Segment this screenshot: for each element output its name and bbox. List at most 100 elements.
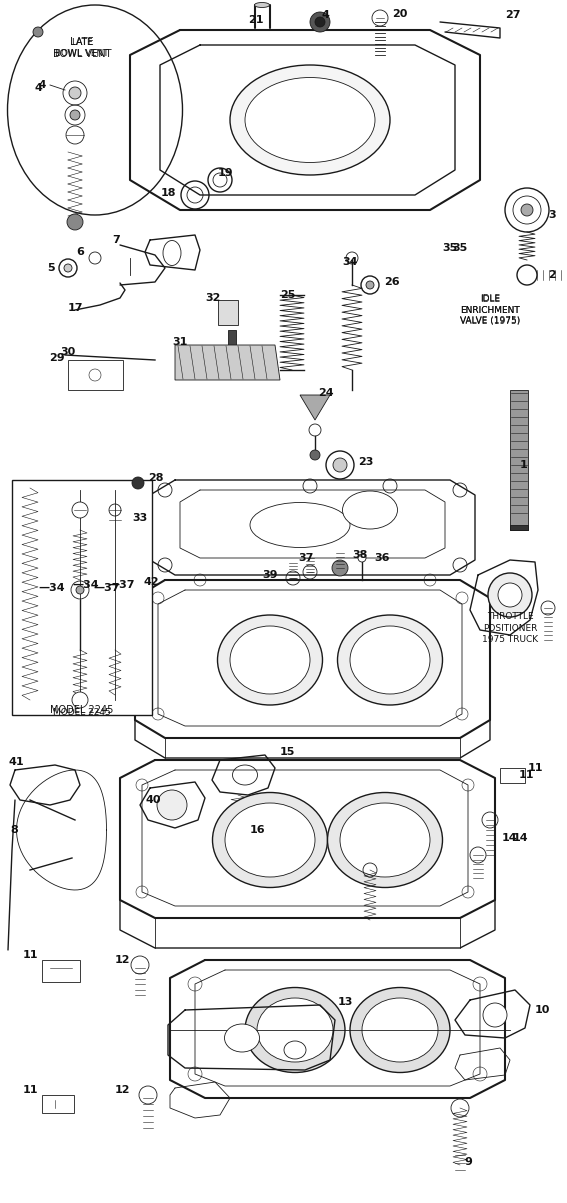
Text: 28: 28 [148, 473, 163, 482]
Ellipse shape [250, 503, 350, 547]
Ellipse shape [340, 802, 430, 877]
Text: 11: 11 [518, 770, 534, 780]
Text: 41: 41 [8, 757, 24, 768]
Ellipse shape [232, 765, 257, 786]
Text: 38: 38 [352, 550, 367, 561]
Text: 1: 1 [520, 460, 528, 470]
Ellipse shape [342, 491, 397, 529]
Circle shape [132, 478, 144, 488]
Circle shape [333, 458, 347, 472]
Circle shape [33, 26, 43, 37]
Text: 4: 4 [321, 10, 329, 20]
Ellipse shape [284, 1041, 306, 1059]
Text: 27: 27 [505, 10, 521, 20]
Text: 2: 2 [548, 269, 556, 280]
Text: 3: 3 [548, 211, 556, 220]
Circle shape [89, 369, 101, 381]
Ellipse shape [225, 802, 315, 877]
Ellipse shape [350, 626, 430, 694]
Text: 14: 14 [502, 832, 518, 843]
Text: 10: 10 [535, 1005, 551, 1015]
Ellipse shape [245, 988, 345, 1073]
Text: IDLE
ENRICHMENT
VALVE (1975): IDLE ENRICHMENT VALVE (1975) [460, 295, 520, 325]
Circle shape [521, 205, 533, 217]
Text: LATE
BOWL VENT: LATE BOWL VENT [53, 37, 111, 59]
Bar [68, 360, 123, 390]
Ellipse shape [218, 615, 323, 705]
Ellipse shape [7, 5, 183, 215]
Circle shape [67, 214, 83, 230]
Text: —37: —37 [94, 583, 120, 593]
Text: 25: 25 [280, 290, 295, 300]
Bar [500, 768, 525, 783]
Text: 13: 13 [338, 997, 353, 1007]
Text: 15: 15 [280, 747, 295, 757]
Circle shape [310, 12, 330, 32]
Ellipse shape [230, 65, 390, 174]
Bar [42, 960, 80, 982]
Circle shape [483, 1003, 507, 1027]
Bar [510, 525, 528, 531]
Text: 6: 6 [76, 247, 84, 257]
Text: 36: 36 [374, 553, 390, 563]
Circle shape [358, 555, 366, 562]
Text: 32: 32 [205, 294, 221, 303]
Text: —34: —34 [39, 583, 65, 593]
Text: LATE
BOWL VENT: LATE BOWL VENT [55, 37, 109, 59]
Text: 21: 21 [248, 14, 264, 25]
Circle shape [69, 87, 81, 99]
Text: 16: 16 [250, 825, 265, 835]
Circle shape [64, 263, 72, 272]
Circle shape [498, 583, 522, 608]
Ellipse shape [245, 77, 375, 162]
Text: 23: 23 [358, 457, 374, 467]
Ellipse shape [163, 241, 181, 266]
Text: 18: 18 [160, 188, 176, 198]
Circle shape [310, 450, 320, 460]
Text: THROTTLE
POSITIONER
1975 TRUCK: THROTTLE POSITIONER 1975 TRUCK [482, 611, 538, 645]
Ellipse shape [328, 793, 442, 888]
Text: 29: 29 [49, 352, 65, 363]
Circle shape [76, 586, 84, 594]
Text: 5: 5 [48, 263, 55, 273]
Ellipse shape [350, 988, 450, 1073]
Ellipse shape [257, 998, 333, 1062]
Circle shape [72, 692, 88, 709]
Text: 4: 4 [39, 81, 46, 90]
Circle shape [157, 790, 187, 820]
Text: 19: 19 [218, 168, 234, 178]
Circle shape [315, 17, 325, 26]
Circle shape [72, 502, 88, 518]
Text: 35: 35 [442, 243, 458, 253]
Text: 37: 37 [298, 553, 314, 563]
Text: 31: 31 [172, 337, 187, 346]
Text: 39: 39 [263, 570, 278, 580]
Text: 30: 30 [60, 346, 75, 357]
Text: 24: 24 [318, 389, 333, 398]
Ellipse shape [230, 626, 310, 694]
Text: 20: 20 [392, 8, 407, 19]
Text: 9: 9 [464, 1157, 472, 1167]
Text: 33: 33 [133, 512, 148, 523]
Text: 42: 42 [143, 577, 159, 587]
Circle shape [488, 573, 532, 617]
Bar [218, 300, 238, 325]
Text: 11: 11 [528, 763, 544, 774]
Bar [228, 330, 236, 348]
Ellipse shape [255, 2, 269, 7]
Text: 26: 26 [384, 277, 400, 288]
Ellipse shape [362, 998, 438, 1062]
Text: 12: 12 [115, 955, 130, 965]
Ellipse shape [337, 615, 442, 705]
Text: 4: 4 [34, 83, 42, 93]
Text: 7: 7 [112, 235, 120, 245]
Text: 11: 11 [23, 1085, 38, 1095]
Polygon shape [175, 345, 280, 380]
Circle shape [366, 282, 374, 289]
Text: —34: —34 [72, 580, 99, 589]
Text: 8: 8 [10, 825, 18, 835]
Text: IDLE
ENRICHMENT
VALVE (1975): IDLE ENRICHMENT VALVE (1975) [460, 294, 520, 326]
Bar [12, 480, 152, 715]
Text: 34: 34 [342, 257, 358, 267]
Ellipse shape [225, 1024, 260, 1051]
